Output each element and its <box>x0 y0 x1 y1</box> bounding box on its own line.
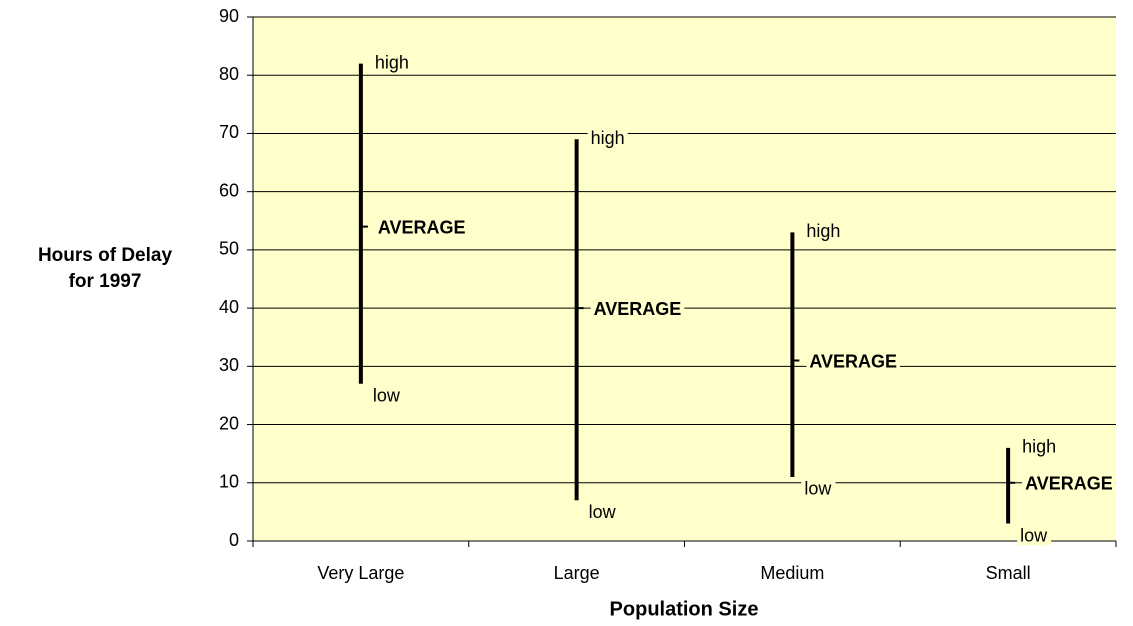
label-bg <box>587 128 628 149</box>
label-bg <box>590 298 685 319</box>
x-tick-label: Very Large <box>317 563 404 583</box>
point-label: high <box>375 52 409 72</box>
y-tick-label: 40 <box>219 297 239 317</box>
x-axis-title: Population Size <box>610 598 759 620</box>
point-label: AVERAGE <box>809 351 897 371</box>
label-bg <box>1022 473 1116 494</box>
plot-group <box>253 17 1116 541</box>
label-bg <box>374 217 469 238</box>
point-label: high <box>806 221 840 241</box>
y-axis-title: Hours of Delay for 1997 <box>37 245 173 292</box>
point-label: AVERAGE <box>378 217 466 237</box>
plot-area <box>253 17 1116 541</box>
y-tick-label: 10 <box>219 472 239 492</box>
label-bg <box>371 52 412 73</box>
y-tick-label: 70 <box>219 122 239 142</box>
point-label: low <box>804 479 832 499</box>
point-label: high <box>591 128 625 148</box>
y-tick-label: 60 <box>219 180 239 200</box>
point-label: AVERAGE <box>594 299 682 319</box>
label-bg <box>369 385 404 406</box>
y-tick-label: 50 <box>219 239 239 259</box>
point-label: low <box>589 502 617 522</box>
y-tick-label: 80 <box>219 64 239 84</box>
point-label: high <box>1022 437 1056 457</box>
y-tick-label: 90 <box>219 6 239 26</box>
label-bg <box>806 351 901 372</box>
label-bg <box>1019 436 1060 457</box>
x-tick-label: Large <box>554 563 600 583</box>
y-axis-title-box: Hours of Delay for 1997 <box>0 243 210 295</box>
point-label: low <box>1020 525 1048 545</box>
x-tick-label: Small <box>986 563 1031 583</box>
label-bg <box>801 478 836 499</box>
point-label: low <box>373 386 401 406</box>
label-bg <box>1017 525 1052 546</box>
label-bg <box>585 501 620 522</box>
point-label: AVERAGE <box>1025 474 1113 494</box>
y-tick-label: 20 <box>219 413 239 433</box>
label-bg <box>803 221 844 242</box>
y-tick-label: 30 <box>219 355 239 375</box>
x-tick-label: Medium <box>760 563 824 583</box>
y-tick-label: 0 <box>229 530 239 550</box>
